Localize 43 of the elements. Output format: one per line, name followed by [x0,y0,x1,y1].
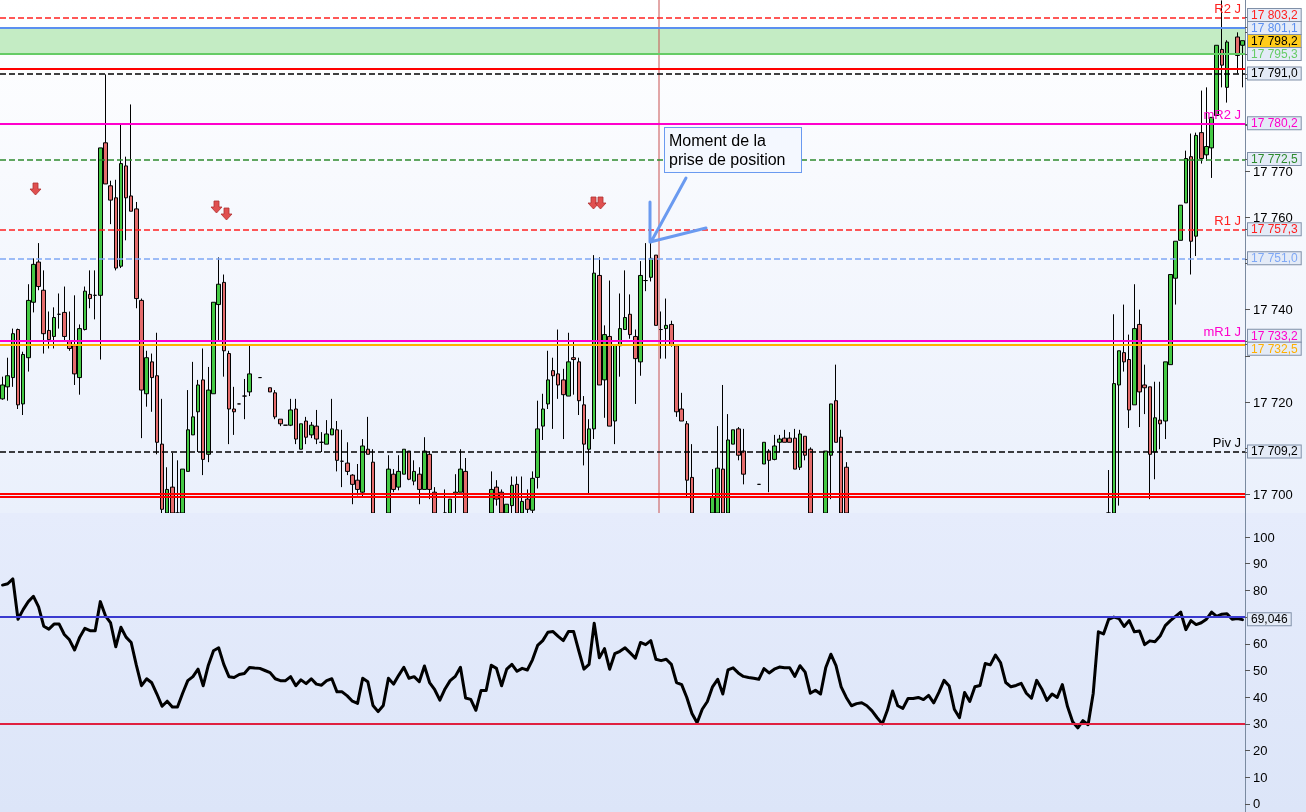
ref-line-label: mR1 J [1203,324,1241,340]
y-tick-label: 17 760 [1253,209,1293,225]
y-tick-label: 17 801,1 [1251,20,1299,35]
line-series [1,577,1244,730]
candlestick [1178,204,1183,241]
y-tick-label: 100 [1253,529,1275,545]
text: 69,046 [1251,612,1289,627]
y-tick-label: 90 [1253,556,1268,572]
candlestick [546,350,550,410]
y-tick-label: 60 [1253,636,1268,652]
y-tick-label: 17 709,2 [1251,444,1299,459]
candlestick [278,418,283,427]
y-tick-label: 0 [1253,796,1261,812]
y-tick-label: 17 770 [1253,163,1293,179]
candlestick [62,286,67,343]
y-tick-label: 17 751,0 [1251,251,1299,266]
y-tick-label: 17 732,5 [1251,341,1299,356]
y-tick-label: 17 803,2 [1251,7,1299,22]
y-tick-label: 17 720 [1253,394,1293,410]
y-tick-label: 17 733,2 [1251,328,1299,343]
y-tick-label: 17 700 [1253,487,1293,503]
y-tick-label: 17 780,2 [1251,116,1299,131]
y-tick-label: 40 [1253,689,1268,705]
ref-line-label: R1 J [1214,212,1241,228]
y-tick-label: 80 [1253,582,1268,598]
y-tick-label: 50 [1253,663,1268,679]
candlestick [659,311,663,360]
candlestick [577,357,581,416]
y-tick-label: 17 757,3 [1251,222,1299,237]
y-tick-label: 10 [1253,769,1268,785]
y-tick-label: 17 795,3 [1251,46,1299,61]
y-tick-label: 17 740 [1253,302,1293,318]
ref-line-label: Piv J [1212,434,1241,450]
y-tick-label: 20 [1253,743,1268,759]
candlestick [571,341,576,396]
y-tick-label: 17 791,0 [1251,66,1299,81]
y-tick-label: 30 [1253,716,1268,732]
y-tick-label: 17 772,5 [1251,151,1299,166]
candlestick [541,393,545,441]
annotation: Moment de la prise de position [664,127,802,173]
candlestick [242,378,247,420]
candlestick [247,345,252,397]
text: 17 798,2 [1251,33,1299,48]
